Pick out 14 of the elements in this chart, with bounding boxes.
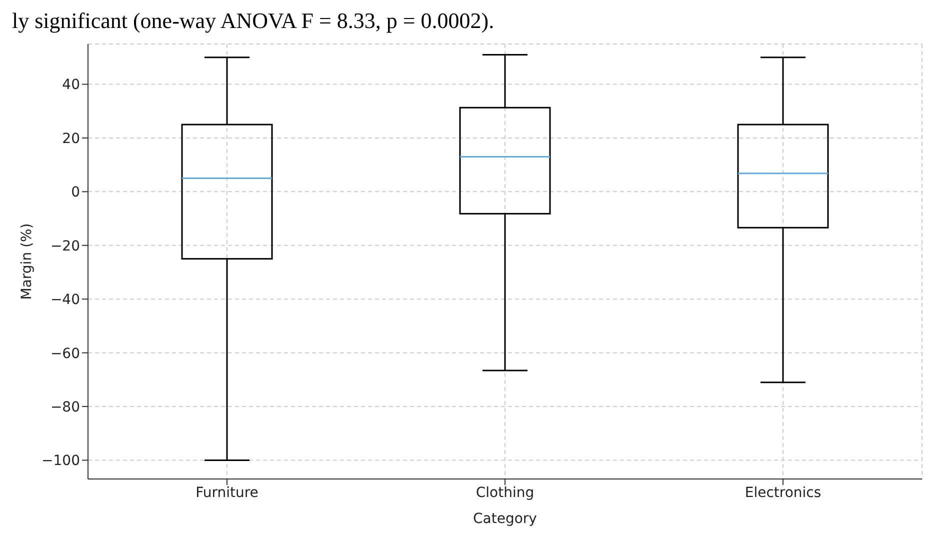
y-tick-label: 20 [62, 130, 80, 147]
x-tick-label: Furniture [196, 484, 258, 501]
y-tick-label: −40 [50, 292, 80, 308]
chart-title: ly significant (one-way ANOVA F = 8.33, p = 0.0002). [11, 8, 496, 35]
y-tick-label: −80 [50, 399, 80, 416]
x-tick-label: Clothing [476, 484, 534, 501]
x-axis-title: Category [473, 511, 537, 527]
y-tick-label: −100 [42, 453, 80, 470]
y-axis-title: Margin (%) [18, 223, 35, 300]
y-tick-label: −60 [50, 346, 80, 362]
x-tick-label: Electronics [744, 484, 822, 501]
y-tick-label: 40 [62, 77, 80, 94]
y-tick-label: −20 [50, 238, 80, 254]
y-tick-label: 0 [71, 184, 80, 201]
